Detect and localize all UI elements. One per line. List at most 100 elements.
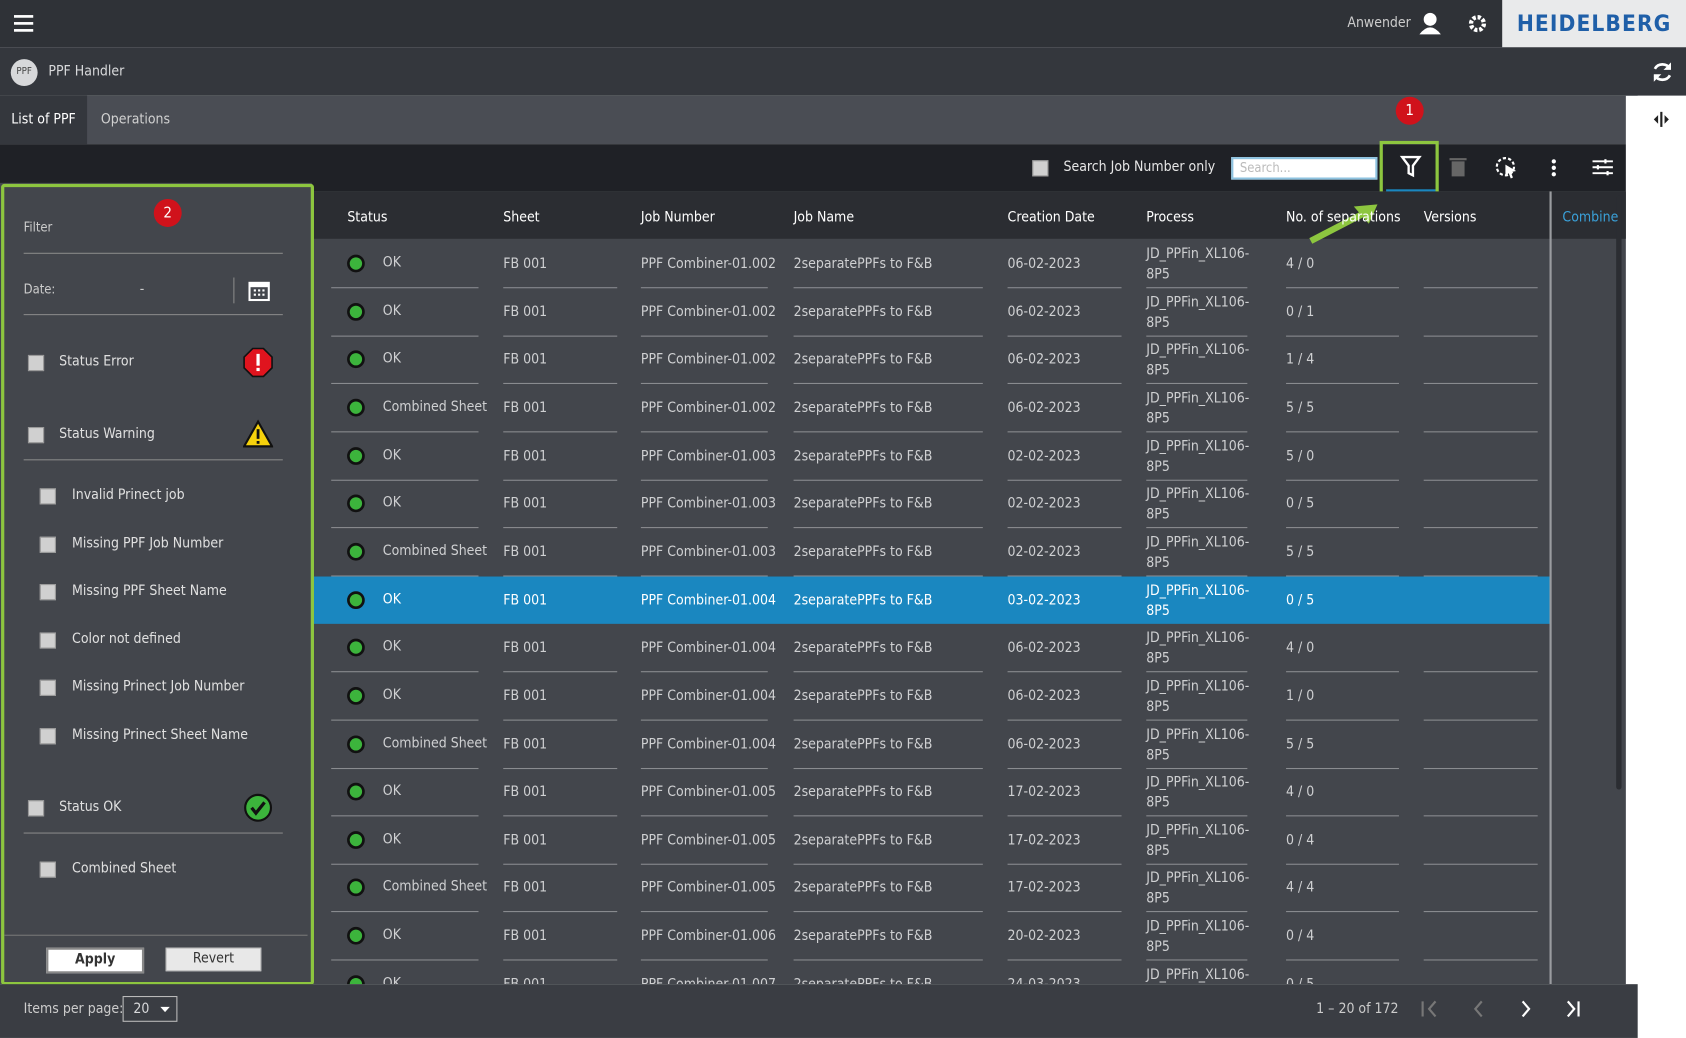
menu-icon[interactable] <box>13 15 34 32</box>
table-row[interactable]: OK FB 001 PPF Combiner-01.002 2separatePPFs… <box>312 240 1551 289</box>
table-row[interactable]: OK FB 001 PPF Combiner-01.003 2separatePPFs… <box>312 480 1551 529</box>
filter-button[interactable]: Revert <box>165 947 262 972</box>
filter-button[interactable]: Apply <box>46 947 145 974</box>
calendar-icon[interactable] <box>248 280 270 306</box>
user-icon[interactable] <box>1419 12 1441 36</box>
status-dot <box>346 830 365 854</box>
table-row[interactable]: Combined Sheet FB 001 PPF Combiner-01.003 2… <box>312 528 1551 577</box>
row-divider <box>331 479 479 481</box>
table-row[interactable]: OK FB 001 PPF Combiner-01.002 2separatePPFs… <box>312 336 1551 385</box>
table-row[interactable]: OK FB 001 PPF Combiner-01.004 2separatePPFs… <box>311 576 1551 625</box>
filter-checkbox[interactable] <box>27 427 45 444</box>
filter-item-label: Missing PPF Sheet Name <box>72 583 227 600</box>
column-header[interactable]: Process <box>1146 209 1194 226</box>
refresh-icon[interactable] <box>1651 60 1675 84</box>
column-header[interactable]: Job Number <box>640 209 715 226</box>
table-cell: 06-02-2023 <box>1007 400 1081 417</box>
columns-icon[interactable] <box>1592 158 1613 176</box>
table-row[interactable]: OK FB 001 PPF Combiner-01.005 2separatePPFs… <box>312 816 1551 865</box>
table-cell: 5 / 5 <box>1286 400 1315 417</box>
row-divider <box>331 959 479 961</box>
filter-checkbox[interactable] <box>39 536 56 553</box>
row-divider <box>1423 911 1538 913</box>
column-header[interactable]: Status <box>347 209 388 226</box>
settings-icon[interactable] <box>1468 14 1487 33</box>
table-row[interactable]: Combined Sheet FB 001 PPF Combiner-01.002 2… <box>312 384 1551 433</box>
table-cell: 2separatePPFs to F&B <box>794 976 933 984</box>
table-cell: FB 001 <box>503 640 548 657</box>
tab[interactable]: List of PPF <box>0 95 88 145</box>
table-cell: OK <box>382 831 401 848</box>
filter-checkbox[interactable] <box>27 354 45 372</box>
row-divider <box>640 479 768 481</box>
row-divider <box>793 959 983 961</box>
column-header[interactable]: Versions <box>1423 209 1477 226</box>
row-divider <box>793 335 983 337</box>
row-divider <box>1423 719 1538 721</box>
table-cell: 06-02-2023 <box>1007 688 1081 705</box>
filter-checkbox[interactable] <box>39 861 56 878</box>
row-divider <box>1146 719 1248 721</box>
filter-item-label: Missing PPF Job Number <box>72 535 224 552</box>
table-cell: 2separatePPFs to F&B <box>793 496 933 513</box>
table-row[interactable]: OK FB 001 PPF Combiner-01.005 2separatePPFs… <box>312 768 1551 817</box>
table-cell: 03-02-2023 <box>1007 592 1081 609</box>
row-divider <box>503 287 618 289</box>
table-row[interactable]: Combined Sheet FB 001 PPF Combiner-01.005 2… <box>312 864 1551 913</box>
select-icon[interactable] <box>1495 156 1521 180</box>
column-header[interactable]: Creation Date <box>1007 209 1095 226</box>
table-cell: FB 001 <box>503 736 548 753</box>
filter-button[interactable] <box>1386 154 1436 195</box>
status-dot <box>346 638 365 662</box>
table-cell: 1 / 0 <box>1286 688 1315 705</box>
filter-checkbox[interactable] <box>39 728 56 745</box>
table-row[interactable]: OK FB 001 PPF Combiner-01.002 2separatePPFs… <box>312 288 1551 337</box>
table-row[interactable]: OK FB 001 PPF Combiner-01.006 2separatePPFs… <box>312 912 1551 961</box>
table-cell: 4 / 0 <box>1286 640 1315 657</box>
filter-checkbox[interactable] <box>39 680 56 697</box>
table-cell: PPF Combiner-01.002 <box>640 255 777 273</box>
more-icon[interactable] <box>1551 158 1557 177</box>
row-divider <box>503 719 618 721</box>
table-cell: Combined Sheet <box>382 735 488 752</box>
filter-checkbox[interactable] <box>39 488 56 505</box>
page-size-select[interactable]: 20 <box>122 996 178 1022</box>
tab[interactable]: Operations <box>100 111 171 128</box>
collapse-icon[interactable] <box>1652 111 1671 128</box>
table-cell: FB 001 <box>503 976 547 984</box>
table-cell: 2separatePPFs to F&B <box>793 928 933 945</box>
filter-checkbox[interactable] <box>27 800 45 817</box>
table-cell: FB 001 <box>503 400 548 417</box>
row-divider <box>331 575 479 577</box>
table-cell: 4 / 4 <box>1286 880 1315 897</box>
table-row[interactable]: OK FB 001 PPF Combiner-01.003 2separatePPFs… <box>312 432 1551 481</box>
table-row[interactable]: OK FB 001 PPF Combiner-01.007 2separatePPFs… <box>312 960 1551 985</box>
table-cell: FB 001 <box>503 255 548 273</box>
column-header[interactable]: No. of separations <box>1286 209 1401 226</box>
row-divider <box>1423 287 1538 289</box>
scrollbar[interactable] <box>1616 195 1622 790</box>
search-input[interactable]: Search... <box>1231 157 1378 180</box>
table-row[interactable]: OK FB 001 PPF Combiner-01.004 2separatePPFs… <box>312 624 1551 673</box>
column-header[interactable]: Combine <box>1562 209 1619 226</box>
row-divider <box>1423 527 1538 529</box>
app-name: PPF Handler <box>48 63 125 80</box>
filter-panel: Filter Date: - Status Error Status Warning In… <box>1 183 314 986</box>
user-name[interactable]: Anwender <box>1347 15 1411 32</box>
table-row[interactable]: Combined Sheet FB 001 PPF Combiner-01.004 2… <box>312 720 1551 769</box>
status-dot <box>346 590 365 614</box>
row-divider <box>1146 863 1248 865</box>
delete-icon[interactable] <box>1449 156 1467 178</box>
table-cell: 4 / 0 <box>1286 255 1315 273</box>
table-cell: JD_PPFin_XL106-8P5 <box>1146 726 1250 764</box>
filter-checkbox[interactable] <box>39 584 56 601</box>
filter-checkbox[interactable] <box>39 632 56 649</box>
column-header[interactable]: Job Name <box>793 209 855 226</box>
column-header[interactable]: Sheet <box>503 209 540 226</box>
table-body: OK FB 001 PPF Combiner-01.002 2separatePPFs… <box>311 240 1551 985</box>
row-divider <box>1286 335 1399 337</box>
table-row[interactable]: OK FB 001 PPF Combiner-01.004 2separatePPFs… <box>312 672 1551 721</box>
search-checkbox[interactable] <box>1032 160 1049 177</box>
table-cell: 06-02-2023 <box>1007 255 1081 273</box>
pager[interactable] <box>1419 999 1591 1018</box>
